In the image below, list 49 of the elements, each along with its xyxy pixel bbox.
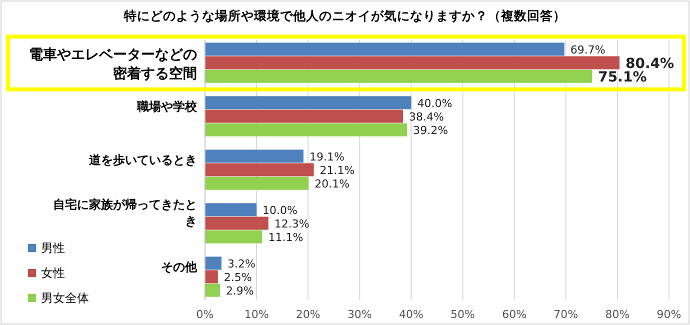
- data-label: 21.1%: [320, 164, 355, 177]
- y-tick-label: 職場や学校: [136, 100, 198, 114]
- y-tick-label: 電車やエレベーターなどの密着する空間: [29, 46, 197, 82]
- legend-label: 男性: [41, 241, 65, 256]
- data-label: 38.4%: [408, 110, 444, 124]
- data-label: 75.1%: [598, 69, 647, 86]
- data-label: 80.4%: [626, 56, 674, 72]
- bar: [205, 150, 304, 163]
- data-label: 19.1%: [309, 150, 344, 164]
- y-tick-label: 自宅に家族が帰ってきたとき: [53, 198, 197, 228]
- data-label: 40.0%: [417, 96, 452, 110]
- bar: [205, 56, 620, 70]
- bar: [205, 216, 268, 230]
- chart-title: 特にどのような場所や環境で他人のニオイが気になりますか？（複数回答）: [123, 8, 566, 23]
- data-label: 3.2%: [228, 257, 256, 270]
- x-tick-label: 30%: [347, 308, 372, 321]
- bar: [205, 70, 592, 83]
- legend-label: 男女全体: [41, 291, 89, 306]
- y-tick-label: 道を歩いているとき: [88, 153, 197, 168]
- bar: [205, 230, 262, 244]
- bar: [205, 203, 257, 216]
- bar: [205, 96, 412, 110]
- x-tick-label: 40%: [398, 308, 424, 321]
- x-tick-label: 90%: [656, 308, 682, 321]
- data-label: 69.7%: [570, 43, 606, 56]
- data-label: 11.1%: [268, 230, 304, 244]
- data-label: 10.0%: [262, 204, 298, 217]
- bar: [205, 256, 222, 270]
- data-label: 12.3%: [274, 217, 310, 230]
- data-label: 39.2%: [413, 124, 448, 137]
- bar: [205, 176, 309, 190]
- x-tick-label: 60%: [502, 308, 527, 321]
- x-tick-label: 0%: [196, 308, 214, 321]
- bar: [205, 284, 220, 297]
- bar: [205, 123, 408, 136]
- data-label: 2.9%: [226, 284, 254, 298]
- bar: [205, 110, 403, 123]
- x-tick-label: 50%: [450, 308, 476, 321]
- x-tick-label: 80%: [605, 308, 630, 321]
- x-tick-label: 10%: [244, 308, 269, 321]
- x-tick-label: 20%: [296, 308, 320, 321]
- bar: [205, 270, 218, 284]
- legend-label: 女性: [41, 266, 65, 280]
- data-label: 20.1%: [314, 177, 350, 190]
- data-label: 2.5%: [224, 270, 252, 284]
- y-tick-label: その他: [161, 260, 198, 274]
- bar: [205, 42, 564, 56]
- bar: [205, 163, 314, 176]
- x-tick-label: 70%: [554, 308, 578, 321]
